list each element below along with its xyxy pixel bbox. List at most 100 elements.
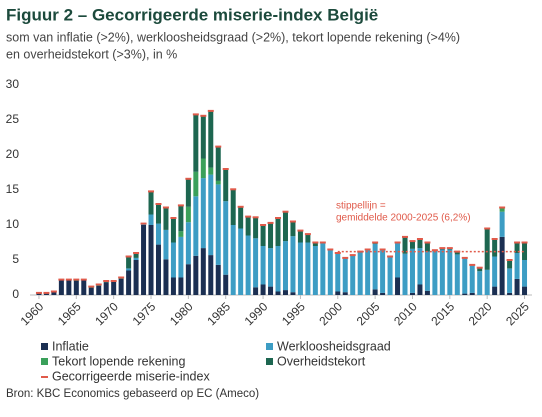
bar-segment [133,253,139,258]
bar-segment [380,292,386,295]
subtitle: som van inflatie (>2%), werkloosheidsgra… [6,30,460,44]
bar-segment [372,289,378,295]
legend-label: Inflatie [52,339,89,353]
bar-segment [126,256,132,269]
x-tick-label: 2025 [503,299,532,328]
total-marker [334,252,341,254]
bar-segment [88,288,94,295]
total-marker [416,238,423,240]
bar-segment [148,225,154,295]
bar-segment [484,269,490,295]
bar-segment [357,251,363,295]
bar-segment [402,253,408,295]
bar-segment [522,242,528,260]
bar-segment [275,246,281,292]
bar-segment [178,236,184,278]
bar-segment [417,248,423,285]
subtitle: en overheidstekort (>3%), in % [6,47,177,61]
bar-segment [439,249,445,295]
y-tick-label: 10 [6,217,20,231]
total-marker [424,241,431,244]
legend-swatch [41,358,48,365]
y-tick-label: 0 [12,287,19,301]
bar-segment [342,257,348,293]
bar-segment [185,222,191,265]
legend-label: Overheidstekort [277,354,366,368]
total-marker [446,247,453,250]
total-marker [267,221,274,224]
bar-segment [193,114,199,172]
bar-segment [185,178,191,207]
total-marker [514,241,521,244]
total-marker [387,255,394,258]
bar-segment [275,291,281,295]
x-tick-label: 1965 [55,299,84,328]
total-marker [454,250,461,253]
bar-segment [454,251,460,255]
x-tick-label: 1975 [130,299,159,328]
bar-segment [290,221,296,237]
total-marker [312,241,319,244]
x-tick-label: 1970 [92,299,121,328]
bar-segment [111,281,117,295]
source: Bron: KBC Economics gebaseerd op EC (Ame… [6,388,259,400]
bar-segment [208,167,214,175]
x-tick-label: 1995 [279,299,308,328]
total-marker [469,263,476,266]
bar-segment [118,278,124,295]
x-tick-label: 2010 [391,299,420,328]
total-marker [148,190,155,193]
bar-segment [103,282,109,295]
bar-segment [200,248,206,295]
bar-segment [507,292,513,295]
bar-segment [215,146,221,181]
x-tick-label: 2000 [316,299,345,328]
total-marker [521,241,528,244]
bar-segment [350,255,356,295]
total-marker [289,220,296,223]
total-marker [282,210,289,213]
total-marker [88,285,95,288]
bar-segment [507,260,513,269]
bar-segment [297,242,303,295]
bar-segment [163,259,169,295]
bar-segment [499,207,505,212]
bar-segment [215,180,221,185]
bar-segment [208,110,214,168]
bar-segment [484,228,490,270]
total-marker [35,291,42,294]
bar-segment [260,225,266,246]
bar-segment [148,191,154,215]
bar-segment [238,206,244,229]
total-marker [140,222,147,225]
bar-segment [424,290,430,295]
total-marker [319,241,326,244]
bar-segment [185,206,191,223]
bar-segment [215,264,221,295]
bar-segment [163,207,169,230]
bar-segment [327,249,333,295]
bar-segment [230,225,236,295]
bar-segment [253,238,259,288]
total-marker [484,227,491,230]
bar-segment [342,292,348,295]
bar-segment [312,242,318,246]
total-marker [222,168,229,170]
total-marker [297,229,304,232]
x-tick-label: 2020 [466,299,495,328]
bar-segment [514,278,520,295]
y-tick-label: 25 [6,112,20,126]
total-marker [461,256,468,259]
bar-segment [312,246,318,295]
bar-segment [409,241,415,249]
bar-segment [155,204,161,224]
total-marker [342,256,349,259]
bar-segment [126,270,132,295]
total-marker [73,278,80,281]
bar-segment [223,169,229,202]
bar-segment [58,279,64,295]
x-tick-label: 2005 [354,299,383,328]
x-tick-label: 1980 [167,299,196,328]
bar-segment [36,292,42,295]
